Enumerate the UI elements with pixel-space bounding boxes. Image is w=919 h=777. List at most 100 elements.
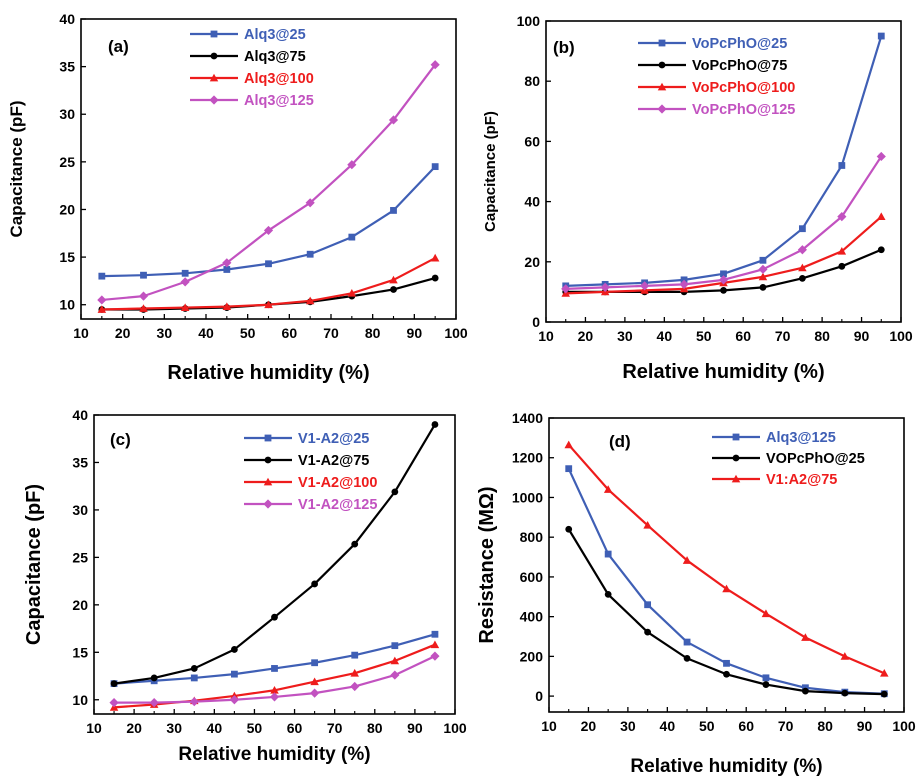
data-point <box>181 269 189 277</box>
data-point <box>761 609 771 618</box>
x-tick-label: 80 <box>365 325 381 341</box>
data-point <box>350 668 359 677</box>
legend-label: Alq3@25 <box>244 27 306 43</box>
y-tick-label: 20 <box>524 254 540 270</box>
y-tick-label: 800 <box>520 529 544 545</box>
data-point <box>229 695 239 705</box>
legend-label: VoPcPhO@25 <box>692 36 787 52</box>
data-point <box>190 674 198 682</box>
data-point <box>759 256 767 264</box>
x-axis-title: Relative humidity (%) <box>622 361 824 383</box>
data-point <box>390 656 400 665</box>
data-point <box>759 283 767 291</box>
x-tick-label: 30 <box>166 720 182 736</box>
x-tick-label: 50 <box>247 720 263 736</box>
legend-marker <box>731 474 741 483</box>
y-axis-title: Capacitance (pF) <box>23 484 45 645</box>
x-tick-label: 80 <box>817 718 833 734</box>
data-point <box>311 580 319 588</box>
series-line <box>113 423 436 685</box>
legend-marker <box>210 30 218 38</box>
x-tick-label: 60 <box>287 720 303 736</box>
data-point <box>561 284 571 294</box>
data-point <box>109 698 119 708</box>
x-tick-label: 80 <box>367 720 383 736</box>
data-point <box>351 540 359 548</box>
data-point <box>682 556 692 564</box>
legend-label: V1-A2@25 <box>298 431 369 447</box>
legend-marker <box>658 61 666 69</box>
data-point <box>880 669 889 677</box>
legend-marker <box>657 82 667 91</box>
legend-marker <box>732 454 740 462</box>
y-tick-label: 25 <box>72 549 88 565</box>
data-point <box>683 638 691 646</box>
y-axis-title: Resistance (MΩ) <box>476 486 498 643</box>
y-tick-label: 15 <box>72 644 88 660</box>
data-point <box>97 305 107 313</box>
data-point <box>97 295 107 305</box>
data-point <box>431 421 439 428</box>
x-axis-title: Relative humidity (%) <box>167 362 369 384</box>
y-tick-label: 400 <box>520 609 544 625</box>
x-tick-label: 100 <box>889 328 913 344</box>
x-tick-label: 70 <box>775 328 791 344</box>
x-tick-label: 50 <box>240 325 256 341</box>
x-tick-label: 10 <box>538 328 554 344</box>
legend-marker <box>209 73 219 82</box>
data-point <box>310 677 319 686</box>
x-tick-label: 90 <box>857 718 873 734</box>
panel-d: 10 20 30 40 50 60 70 80 90 1000200400600800100012… <box>476 410 916 777</box>
x-tick-label: 40 <box>207 720 223 736</box>
data-point <box>679 279 689 289</box>
data-point <box>431 274 439 282</box>
x-tick-label: 30 <box>157 325 173 341</box>
data-point <box>430 651 440 661</box>
data-point <box>877 212 886 221</box>
data-point <box>347 160 357 170</box>
y-tick-label: 30 <box>59 106 75 122</box>
y-tick-label: 1000 <box>512 489 543 505</box>
data-point <box>877 246 885 254</box>
y-tick-label: 40 <box>59 11 75 27</box>
data-point <box>798 263 807 272</box>
legend-marker <box>657 104 667 114</box>
data-point <box>430 60 440 70</box>
data-point <box>222 302 232 311</box>
x-axis-title: Relative humidity (%) <box>178 744 370 765</box>
data-point <box>723 659 730 667</box>
data-point <box>798 225 806 233</box>
x-tick-label: 20 <box>581 718 597 734</box>
x-tick-label: 90 <box>407 720 423 736</box>
y-tick-label: 40 <box>524 194 540 210</box>
data-point <box>265 260 272 268</box>
data-point <box>230 670 238 678</box>
data-point <box>230 646 238 653</box>
legend-label: Alq3@125 <box>766 430 836 446</box>
data-point <box>271 665 278 672</box>
data-point <box>264 300 273 309</box>
x-tick-label: 20 <box>578 328 594 344</box>
data-point <box>565 465 573 473</box>
data-point <box>430 640 440 649</box>
y-tick-label: 600 <box>520 569 544 585</box>
data-point <box>149 698 159 708</box>
legend-label: V1:A2@75 <box>766 472 837 488</box>
legend-marker <box>658 39 666 47</box>
legend-label: Alq3@75 <box>244 49 306 65</box>
x-tick-label: 30 <box>620 718 636 734</box>
legend-label: Alq3@100 <box>244 71 314 87</box>
panel-label: (c) <box>110 430 131 449</box>
x-tick-label: 10 <box>73 325 89 341</box>
data-point <box>390 670 400 680</box>
data-point <box>348 233 356 241</box>
y-tick-label: 10 <box>59 297 75 313</box>
legend-label: VOPcPhO@25 <box>766 451 865 467</box>
data-point <box>139 304 148 312</box>
data-point <box>430 253 440 262</box>
data-point <box>351 651 359 659</box>
data-point <box>720 270 727 278</box>
data-point <box>98 272 106 280</box>
x-tick-label: 100 <box>443 720 467 736</box>
series-line <box>567 528 885 696</box>
